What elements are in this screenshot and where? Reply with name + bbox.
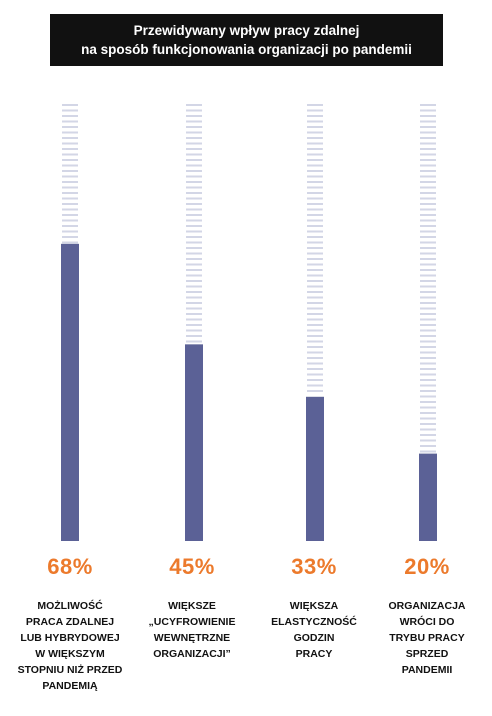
bar-4 xyxy=(419,453,437,541)
bar-track-4 xyxy=(420,104,436,453)
bar-track-3 xyxy=(307,104,323,392)
bar-1 xyxy=(61,243,79,541)
bar-track-2 xyxy=(186,104,202,343)
category-label-3: WIĘKSZA ELASTYCZNOŚĆ GODZIN PRACY xyxy=(271,600,357,660)
bar-3 xyxy=(306,396,324,541)
bar-2 xyxy=(185,344,203,541)
category-label-4: ORGANIZACJA WRÓCI DO TRYBU PRACY SPRZED … xyxy=(388,600,466,676)
percent-label-4: 20% xyxy=(404,554,450,579)
chart-title-line-2: na sposób funkcjonowania organizacji po … xyxy=(81,42,412,57)
chart-title-line-1: Przewidywany wpływ pracy zdalnej xyxy=(133,23,360,38)
bar-track-1 xyxy=(62,104,78,244)
chart-title: Przewidywany wpływ pracy zdalnej na spos… xyxy=(50,14,443,66)
percent-label-1: 68% xyxy=(47,554,93,579)
category-label-1: MOŻLIWOŚĆ PRACA ZDALNEJ LUB HYBRYDOWEJ W… xyxy=(17,600,123,692)
category-label-2: WIĘKSZE „UCYFROWIENIE WEWNĘTRZNE ORGANIZ… xyxy=(148,600,236,660)
percent-label-3: 33% xyxy=(291,554,337,579)
percent-label-2: 45% xyxy=(169,554,215,579)
